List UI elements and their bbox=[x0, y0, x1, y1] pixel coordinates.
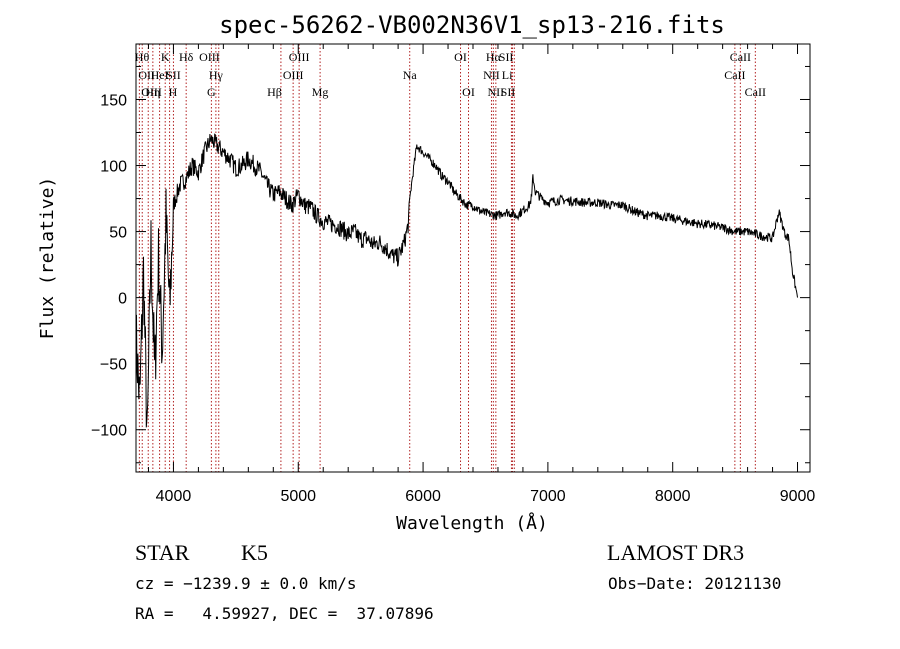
spectral-line-label: OIII bbox=[199, 50, 220, 64]
spectral-line-label: SII bbox=[166, 68, 181, 82]
x-tick-label: 5000 bbox=[280, 488, 316, 505]
spectral-line-label: SII bbox=[499, 50, 514, 64]
y-tick-label: −100 bbox=[91, 423, 127, 440]
y-tick-label: 150 bbox=[100, 92, 127, 109]
spectral-line-label: Hβ bbox=[267, 85, 282, 99]
ra-dec-coordinates: RA = 4.59927, DEC = 37.07896 bbox=[135, 604, 434, 623]
y-tick-label: 0 bbox=[118, 291, 127, 308]
y-tick-label: 50 bbox=[109, 225, 127, 242]
spectral-line-label: Na bbox=[403, 68, 418, 82]
spectral-line-label: CaII bbox=[730, 50, 751, 64]
x-tick-label: 7000 bbox=[530, 488, 566, 505]
spectral-line-label: NII bbox=[488, 85, 505, 99]
object-subclass: K5 bbox=[241, 540, 268, 565]
spectral-line-label: G bbox=[207, 85, 216, 99]
spectral-line-labels: HθOIIOIIIHηHeIKSIIHHδGHγOIIIHβOIIIOIIIMg… bbox=[135, 50, 766, 99]
survey-name: LAMOST DR3 bbox=[607, 540, 745, 565]
spectral-line-label: CaII bbox=[745, 85, 766, 99]
observation-date: Obs−Date: 20121130 bbox=[608, 574, 782, 593]
flux-series-line bbox=[135, 133, 798, 428]
spectral-line-markers bbox=[138, 44, 756, 472]
spectral-line-label: Hγ bbox=[209, 68, 224, 82]
spectral-line-label: Hη bbox=[145, 85, 160, 99]
plot-frame bbox=[135, 43, 811, 473]
spectral-line-label: SII bbox=[501, 85, 516, 99]
spectral-line-label: HeI bbox=[151, 68, 169, 82]
spectral-line-label: CaII bbox=[724, 68, 745, 82]
spectral-line-label: NII bbox=[483, 68, 500, 82]
spectral-line-label: Hδ bbox=[179, 50, 194, 64]
spectral-line-label: K bbox=[161, 50, 170, 64]
spectral-line-label: H bbox=[169, 85, 178, 99]
x-tick-label: 9000 bbox=[780, 488, 816, 505]
spectral-line-label: OII bbox=[138, 68, 155, 82]
spectral-line-label: Li bbox=[502, 68, 513, 82]
chart-title: spec-56262-VB002N36V1_sp13-216.fits bbox=[219, 11, 725, 39]
spectral-line-label: Mg bbox=[312, 85, 329, 99]
spectral-line-label: Hθ bbox=[135, 50, 150, 64]
spectral-line-label: OI bbox=[454, 50, 467, 64]
spectral-line-label: OIII bbox=[141, 85, 162, 99]
object-class: STAR bbox=[135, 540, 190, 565]
spectral-line-label: OI bbox=[462, 85, 475, 99]
y-tick-label: 100 bbox=[100, 159, 127, 176]
y-axis-label: Flux (relative) bbox=[37, 177, 58, 340]
redshift-velocity: cz = −1239.9 ± 0.0 km/s bbox=[135, 574, 357, 593]
axis-ticks: 4000 5000 6000 7000 8000 9000 −100 −50 0 50 100 150 bbox=[91, 44, 815, 505]
spectral-line-label: OIII bbox=[283, 68, 304, 82]
spectral-line-label: OIII bbox=[289, 50, 310, 64]
spectral-line-label: Hα bbox=[486, 50, 502, 64]
x-tick-label: 8000 bbox=[655, 488, 691, 505]
y-tick-label: −50 bbox=[100, 357, 127, 374]
x-tick-label: 4000 bbox=[156, 488, 192, 505]
x-tick-label: 6000 bbox=[405, 488, 441, 505]
x-axis-label: Wavelength (Å) bbox=[396, 512, 548, 534]
